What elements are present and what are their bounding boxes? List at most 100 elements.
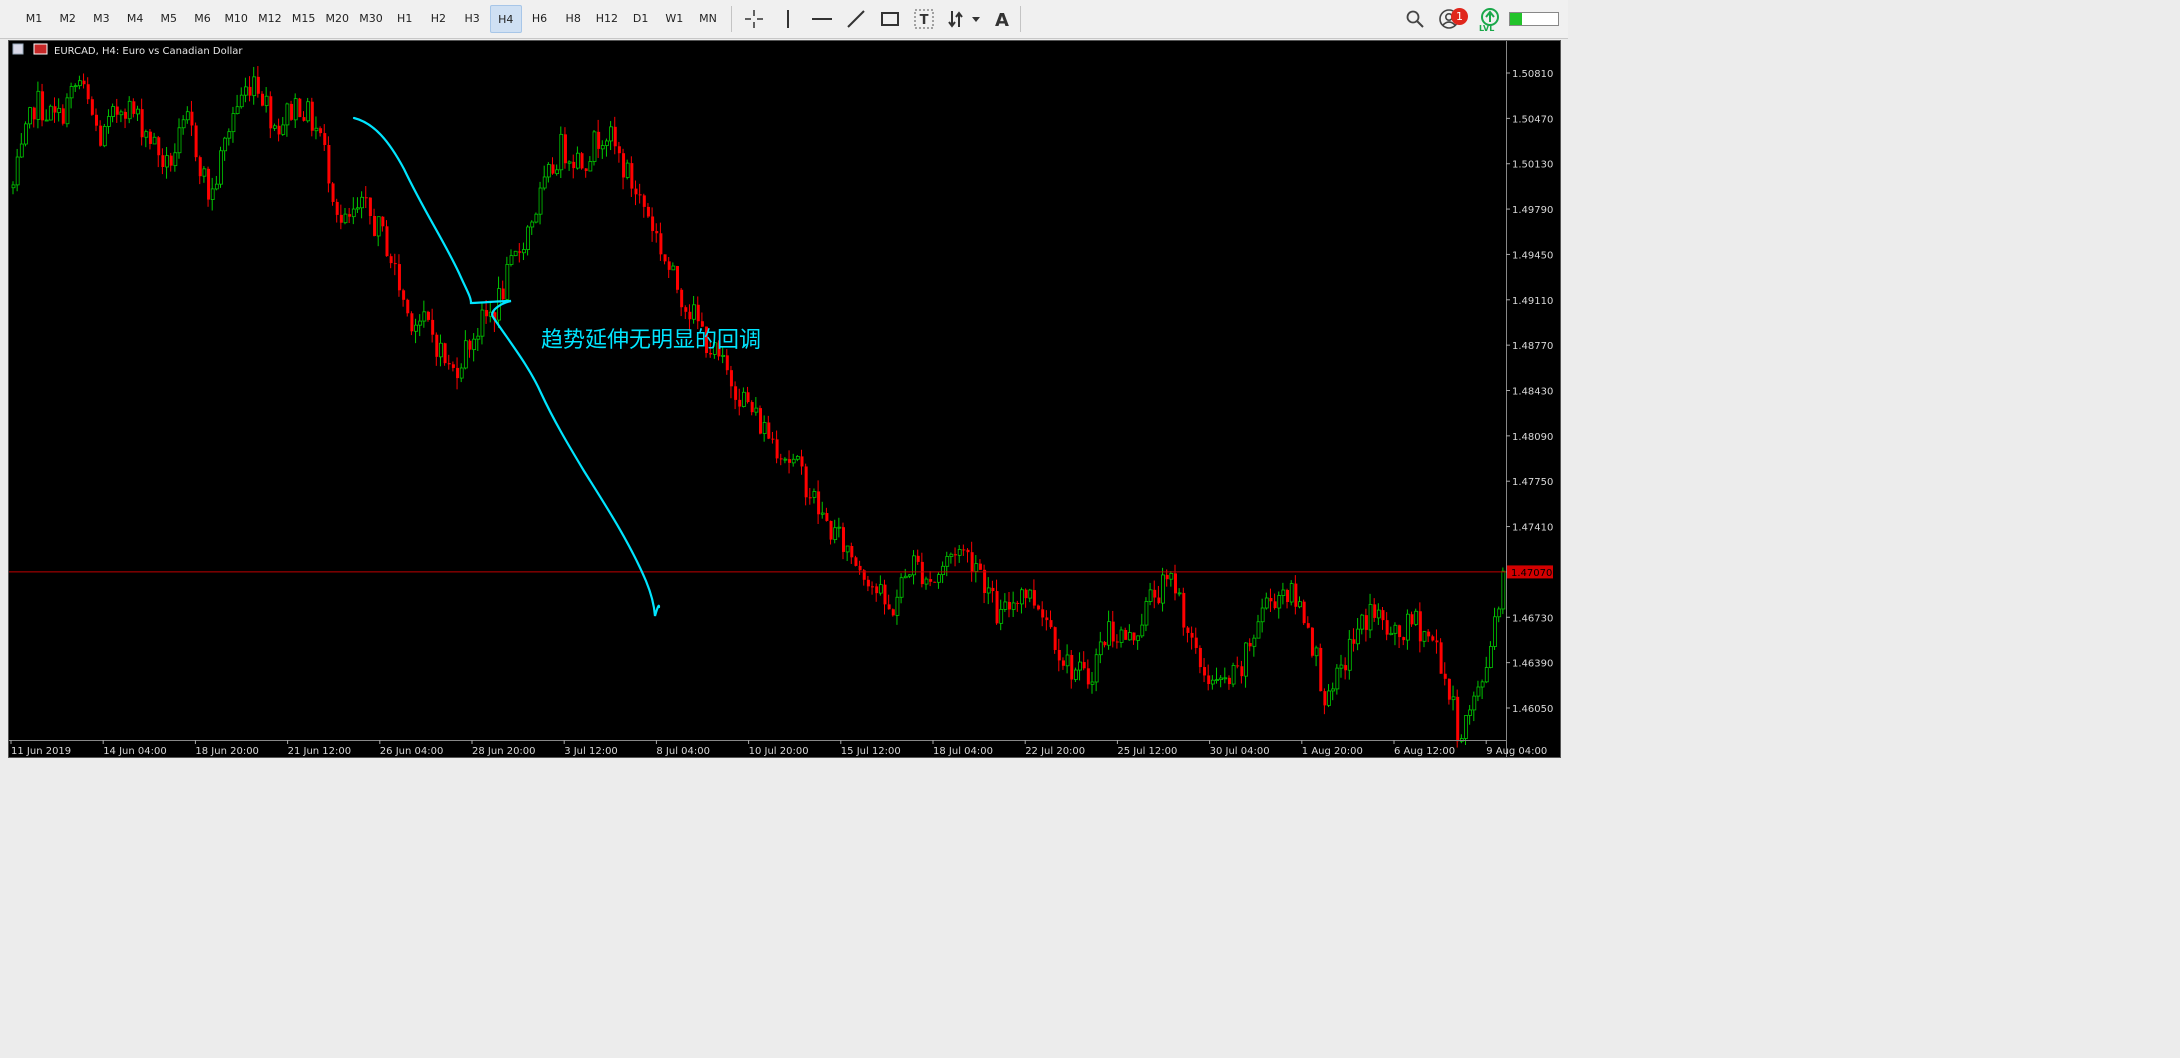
timeframe-h12-button[interactable]: H12 [595, 12, 619, 25]
notification-badge[interactable]: 1 [1451, 8, 1468, 25]
text-label-icon[interactable]: T [913, 8, 935, 30]
timeframe-h6-button[interactable]: H6 [531, 12, 548, 25]
timeframe-m30-button[interactable]: M30 [359, 12, 383, 25]
timeframe-m4-button[interactable]: M4 [126, 12, 144, 25]
candle-bear [82, 80, 86, 85]
trendline-icon[interactable] [845, 8, 867, 30]
candle-bear [323, 133, 327, 146]
candle-bull [899, 577, 904, 598]
horizontal-line-icon[interactable] [811, 8, 833, 30]
candle-bear [1061, 660, 1065, 666]
candle-bull [219, 150, 223, 185]
signal-level-icon[interactable] [1478, 7, 1502, 33]
candle-bear [410, 313, 414, 332]
crosshair-icon[interactable] [743, 8, 765, 30]
candle-bear [970, 552, 974, 572]
candle-bear [804, 466, 808, 498]
candle-bull [1256, 621, 1261, 639]
candle-bear [148, 131, 152, 144]
candle-bear [310, 101, 314, 131]
candle-bear [1418, 611, 1422, 642]
candle-bear [1410, 614, 1414, 625]
chevron-down-icon[interactable] [969, 8, 983, 30]
timeframe-w1-button[interactable]: W1 [665, 12, 684, 25]
candle-bear [327, 145, 331, 184]
timeframe-d1-button[interactable]: D1 [632, 12, 649, 25]
candle-bear [1443, 673, 1447, 679]
timeframe-m5-button[interactable]: M5 [160, 12, 178, 25]
timeframe-h3-button[interactable]: H3 [464, 12, 480, 25]
candle-bull [1476, 686, 1481, 697]
candle-bear [501, 288, 505, 300]
candle-bear [339, 214, 343, 223]
search-icon[interactable] [1404, 8, 1426, 30]
candle-bear [572, 161, 576, 169]
candle-bull [712, 342, 717, 355]
arrows-icon[interactable] [945, 8, 967, 30]
timeframe-h2-button[interactable]: H2 [430, 12, 447, 25]
candle-bull [111, 106, 115, 117]
time-tick-label: 21 Jun 12:00 [288, 746, 352, 757]
candle-bear [1344, 665, 1348, 671]
timeframe-h1-button[interactable]: H1 [397, 12, 413, 25]
rectangle-icon[interactable] [879, 8, 901, 30]
candle-bull [285, 103, 290, 126]
candle-bear [1016, 602, 1020, 604]
chart-window[interactable]: 1.50810 1.50470 1.50130 1.49790 1.49450 1.491… [8, 40, 1561, 758]
candle-bear [1190, 632, 1194, 638]
timeframe-mn-button[interactable]: MN [699, 12, 717, 25]
timeframe-m12-button[interactable]: M12 [258, 12, 282, 25]
candle-bear [335, 201, 339, 215]
candle-bull [1464, 715, 1468, 739]
candle-bear [891, 609, 895, 616]
chart-title-group: EURCAD, H4: Euro vs Canadian Dollar [12, 43, 243, 57]
candle-bear [1186, 627, 1190, 633]
timeframe-m10-button[interactable]: M10 [224, 12, 248, 25]
candle-bear [871, 586, 875, 588]
candle-bull [945, 556, 950, 567]
timeframe-m6-button[interactable]: M6 [194, 12, 211, 25]
timeframe-m20-button[interactable]: M20 [325, 12, 350, 25]
candle-bear [817, 491, 821, 515]
candle-bull [36, 90, 41, 120]
time-tick-label: 9 Aug 04:00 [1486, 746, 1547, 757]
timeframe-h4-button[interactable]: H4 [489, 5, 522, 33]
vertical-line-icon[interactable] [777, 8, 799, 30]
candle-bear [1207, 675, 1211, 685]
candle-bull [567, 161, 572, 164]
candle-bear [1115, 641, 1119, 643]
candle-bull [1136, 635, 1141, 641]
price-tick-label: 1.47750 [1512, 477, 1553, 488]
price-tick-label: 1.48430 [1512, 387, 1553, 398]
candle-bull [1098, 641, 1103, 656]
candle-bear [140, 109, 144, 138]
candle-bear [124, 111, 128, 119]
price-chart[interactable]: 1.50810 1.50470 1.50130 1.49790 1.49450 1.491… [9, 41, 1560, 757]
candle-bull [360, 196, 365, 209]
candle-bull [559, 133, 564, 171]
candle-bull [1065, 654, 1070, 667]
candle-bull [762, 422, 767, 435]
candle-bear [1286, 589, 1290, 602]
candle-bull [1393, 624, 1398, 634]
candle-bear [850, 546, 854, 558]
timeframe-m1-button[interactable]: M1 [25, 12, 43, 25]
candle-bear [788, 459, 792, 463]
candle-bear [493, 312, 497, 321]
timeframe-m15-button[interactable]: M15 [291, 12, 316, 25]
candle-bull [1497, 608, 1502, 618]
chart-toolbar: M1 M2 M3 M4 M5 M6 M10 M12 M15 M20 M30 H1 H2 H3 H4 H6 H8 H… [0, 0, 1568, 39]
timeframe-m3-button[interactable]: M3 [93, 12, 110, 25]
candle-bear [1427, 631, 1431, 637]
candle-bull [783, 458, 788, 461]
candle-bull [820, 512, 825, 515]
timeframe-h8-button[interactable]: H8 [565, 12, 581, 25]
candle-bear [1431, 636, 1435, 641]
text-icon[interactable]: A [991, 8, 1013, 30]
timeframe-m2-button[interactable]: M2 [59, 12, 76, 25]
candle-bear [1049, 620, 1053, 628]
candle-bull [422, 311, 427, 322]
candle-bull [185, 111, 190, 121]
candle-bear [933, 581, 937, 583]
candle-bear [485, 310, 489, 317]
